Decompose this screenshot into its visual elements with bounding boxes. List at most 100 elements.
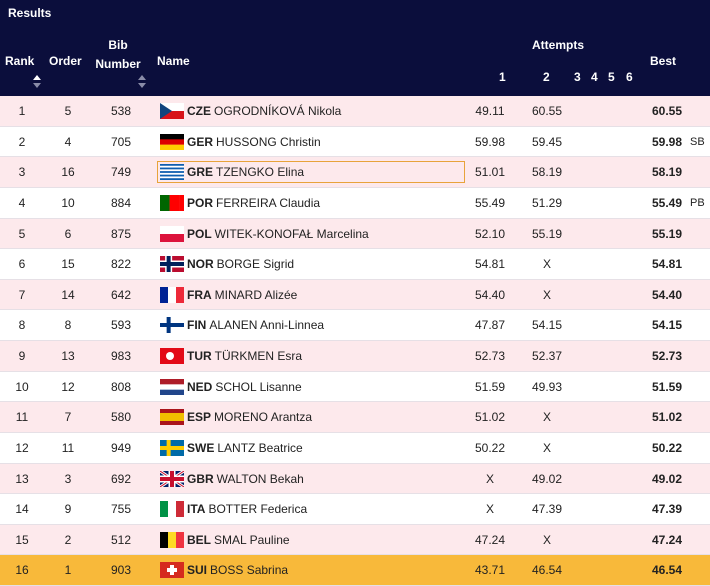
athlete: GER HUSSONG Christin — [187, 127, 321, 157]
rank: 5 — [18, 226, 26, 241]
rank: 4 — [18, 195, 26, 210]
attempt-1: 51.01 — [474, 165, 506, 180]
athlete-name: BOTTER Federica — [208, 502, 308, 517]
athlete: NOR BORGE Sigrid — [187, 249, 294, 279]
rank: 3 — [18, 165, 26, 180]
attempt-2: 54.15 — [531, 318, 563, 333]
attempt-2: X — [542, 257, 551, 272]
athlete-name: OGRODNÍKOVÁ Nikola — [214, 104, 342, 118]
rank: 6 — [18, 257, 26, 272]
bib: 875 — [110, 226, 132, 241]
result-row: 13 3 692 GBR WALTON Bekah X 49.02 49.02 — [0, 463, 710, 495]
athlete-name: MORENO Arantza — [214, 410, 313, 425]
rank: 14 — [15, 502, 29, 517]
flag — [160, 194, 184, 211]
order: 13 — [61, 349, 75, 363]
best: 47.39 — [651, 502, 682, 517]
athlete-name: TÜRKMEN Esra — [214, 349, 303, 363]
sort-up[interactable] — [33, 75, 41, 80]
attempt-number: 3 — [574, 70, 581, 84]
attempt-2: 52.37 — [531, 349, 563, 363]
flag — [160, 531, 184, 548]
result-row: 10 12 808 NED SCHOL Lisanne 51.59 49.93 51.59 — [0, 371, 710, 403]
attempt-1: 43.71 — [474, 563, 506, 578]
attempt-1: 49.11 — [475, 104, 505, 118]
athlete-name: MINARD Alizée — [214, 287, 298, 302]
athlete: GBR WALTON Bekah — [187, 464, 304, 494]
bib: 705 — [110, 134, 132, 149]
athlete-name: WALTON Bekah — [216, 471, 304, 486]
result-row: 4 10 884 POR FERREIRA Claudia 55.49 51.29 55.49… — [0, 187, 710, 219]
attempt-2: 60.55 — [531, 104, 563, 118]
attempt-1: 51.59 — [474, 379, 506, 394]
rank: 7 — [18, 287, 26, 302]
country-code: SUI — [187, 563, 208, 578]
rank-header[interactable]: Rank — [5, 54, 35, 68]
country-code: ITA — [187, 502, 206, 517]
country-code: FRA — [187, 287, 212, 302]
attempt-2: 49.93 — [531, 379, 563, 394]
athlete-name: BOSS Sabrina — [210, 563, 289, 578]
country-code: GRE — [187, 165, 214, 180]
rank: 10 — [15, 379, 29, 394]
attempts-header: Attempts — [532, 38, 585, 52]
attempt-2: 46.54 — [531, 563, 563, 578]
attempt-number: 4 — [591, 70, 598, 84]
result-row: 11 7 580 ESP MORENO Arantza 51.02 X 51.02 — [0, 402, 710, 433]
bib: 749 — [110, 165, 132, 180]
flag — [160, 378, 184, 395]
bib: 580 — [110, 410, 132, 425]
attempt-1: 52.10 — [474, 226, 506, 241]
country-code: SWE — [187, 440, 215, 455]
attempt-2: 55.19 — [531, 226, 563, 241]
best: 54.15 — [651, 318, 682, 333]
best: 55.49 — [651, 195, 682, 210]
athlete-name: TZENGKO Elina — [216, 165, 305, 180]
best: 50.22 — [651, 440, 682, 455]
best: 58.19 — [651, 165, 682, 180]
result-row: 12 11 949 SWE LANTZ Beatrice 50.22 X 50.22 — [0, 432, 710, 464]
bib-header[interactable]: Bib Number — [95, 38, 141, 71]
attempt-2: 47.39 — [531, 502, 563, 517]
athlete: POL WITEK-KONOFAŁ Marcelina — [187, 219, 369, 249]
bib: 593 — [110, 318, 132, 333]
best: 46.54 — [651, 563, 682, 578]
order: 7 — [64, 410, 72, 425]
country-code: NOR — [187, 257, 214, 272]
athlete-name: HUSSONG Christin — [216, 134, 321, 149]
result-row: 6 15 822 NOR BORGE Sigrid 54.81 X 54.81 — [0, 249, 710, 280]
athlete: SWE LANTZ Beatrice — [187, 433, 303, 463]
country-code: POR — [187, 195, 214, 210]
best: 51.02 — [651, 410, 682, 425]
order: 12 — [61, 379, 75, 394]
sort-down[interactable] — [138, 83, 146, 88]
rank: 16 — [15, 563, 29, 578]
athlete-name: BORGE Sigrid — [216, 257, 295, 272]
order: 6 — [64, 226, 72, 241]
result-row: 8 8 593 FIN ALANEN Anni-Linnea 47.87 54.15 54.1… — [0, 310, 710, 341]
result-row: 15 2 512 BEL SMAL Pauline 47.24 X 47.24 — [0, 524, 710, 556]
flag — [160, 256, 184, 273]
attempt-1: 54.40 — [474, 287, 506, 302]
order: 4 — [64, 134, 72, 149]
attempt-1: X — [485, 471, 494, 486]
flag — [160, 470, 184, 487]
athlete: NED SCHOL Lisanne — [187, 372, 302, 402]
order: 16 — [61, 165, 75, 180]
best: 60.55 — [651, 104, 682, 118]
best: 52.73 — [651, 349, 682, 363]
bib: 822 — [110, 257, 132, 272]
sort-up[interactable] — [138, 75, 146, 80]
order: 5 — [64, 104, 72, 118]
order: 2 — [64, 532, 72, 547]
order: 10 — [61, 195, 75, 210]
country-code: GER — [187, 134, 214, 149]
best: 55.19 — [651, 226, 682, 241]
order-header[interactable]: Order — [49, 54, 82, 68]
sort-down[interactable] — [33, 83, 41, 88]
order: 9 — [64, 502, 72, 517]
best: 47.24 — [651, 532, 682, 547]
rank: 13 — [15, 471, 29, 486]
rank: 11 — [15, 410, 29, 425]
